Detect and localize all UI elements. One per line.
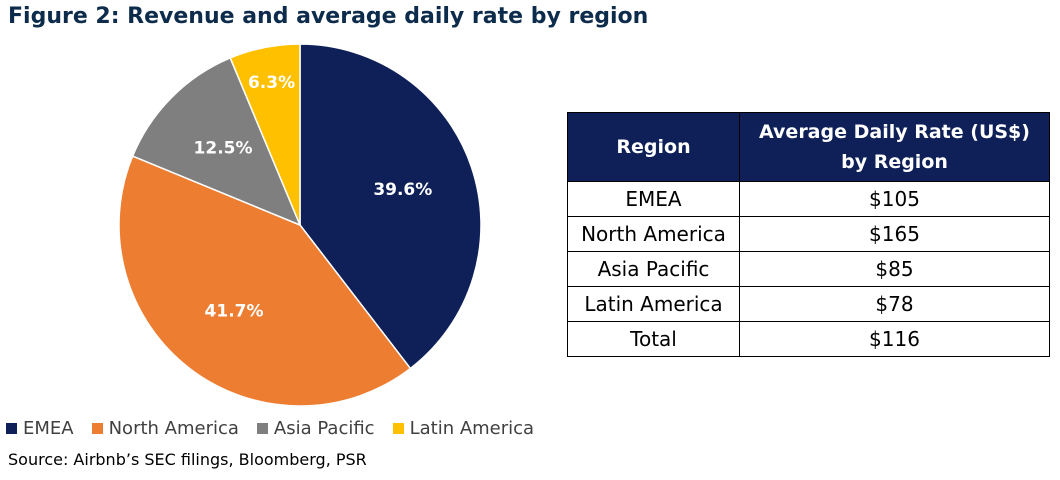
legend-swatch-asia-pacific — [256, 423, 268, 434]
pie-label-latin-america: 6.3% — [248, 73, 295, 93]
legend-item-asia-pacific: Asia Pacific — [256, 418, 375, 439]
legend-label-latin-america: Latin America — [409, 418, 535, 439]
revenue-pie-chart: 39.6% 41.7% 12.5% 6.3% — [118, 43, 482, 407]
table-cell-rate: $85 — [739, 251, 1050, 287]
legend-label-emea: EMEA — [23, 418, 74, 439]
table-cell-region: Total — [567, 321, 740, 357]
table-cell-rate: $116 — [739, 321, 1050, 357]
legend-item-emea: EMEA — [6, 418, 74, 439]
table-cell-region: EMEA — [567, 181, 740, 217]
pie-label-emea: 39.6% — [373, 180, 432, 200]
pie-slice-emea — [299, 43, 482, 370]
legend-label-asia-pacific: Asia Pacific — [273, 418, 375, 439]
table-header-region: Region — [567, 112, 740, 182]
pie-label-north-america: 41.7% — [205, 301, 264, 321]
table-row: Latin America $78 — [567, 286, 1050, 322]
table-cell-region: Latin America — [567, 286, 740, 322]
daily-rate-table: Region Average Daily Rate (US$) by Regio… — [567, 112, 1050, 357]
table-row: North America $165 — [567, 216, 1050, 252]
source-note: Source: Airbnb’s SEC filings, Bloomberg,… — [8, 450, 367, 469]
table-row: Total $116 — [567, 321, 1050, 357]
table-row: Asia Pacific $85 — [567, 251, 1050, 287]
table-cell-region: North America — [567, 216, 740, 252]
table-header-rate-line2: by Region — [841, 151, 948, 173]
pie-slice-north-america — [118, 155, 412, 407]
pie-label-asia-pacific: 12.5% — [194, 138, 253, 158]
legend-swatch-latin-america — [392, 423, 404, 434]
table-header-row: Region Average Daily Rate (US$) by Regio… — [567, 112, 1050, 182]
legend-swatch-north-america — [91, 423, 103, 434]
table-row: EMEA $105 — [567, 181, 1050, 217]
chart-legend: EMEA North America Asia Pacific Latin Am… — [6, 418, 552, 439]
legend-item-latin-america: Latin America — [392, 418, 535, 439]
table-cell-rate: $78 — [739, 286, 1050, 322]
pie-slice-asia-pacific — [131, 56, 302, 227]
table-cell-region: Asia Pacific — [567, 251, 740, 287]
table-cell-rate: $105 — [739, 181, 1050, 217]
table-cell-rate: $165 — [739, 216, 1050, 252]
pie-slice-latin-america — [229, 43, 301, 226]
legend-item-north-america: North America — [91, 418, 239, 439]
table-header-rate-line1: Average Daily Rate (US$) — [759, 121, 1030, 143]
figure-title: Figure 2: Revenue and average daily rate… — [8, 4, 649, 29]
legend-swatch-emea — [6, 423, 17, 434]
table-header-rate: Average Daily Rate (US$) by Region — [739, 112, 1050, 182]
legend-label-north-america: North America — [108, 418, 239, 439]
